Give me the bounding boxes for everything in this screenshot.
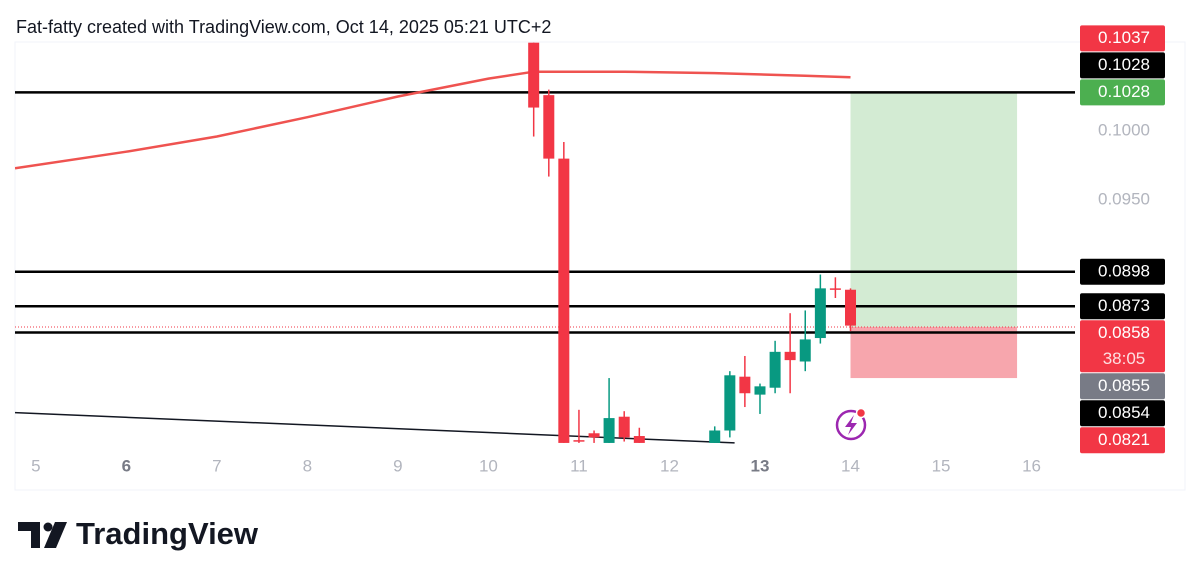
- axes: 5 6 7 8 9 10 11 12 13 14 15 16 0.1000 0.0950 0.1037 0.1…: [31, 25, 1165, 475]
- x-tick-label: 16: [1022, 456, 1041, 475]
- candle-body: [633, 436, 645, 443]
- price-label: 0.0821: [1098, 430, 1150, 449]
- price-label-box: [1080, 293, 1165, 320]
- price-label-box: [1080, 373, 1165, 400]
- x-tick-label: 9: [393, 456, 402, 475]
- candle-body: [528, 42, 540, 108]
- price-label: 0.0898: [1098, 261, 1150, 280]
- candle-body: [588, 433, 600, 438]
- price-label-box: [1080, 427, 1165, 454]
- x-tick-label: 10: [479, 456, 498, 475]
- price-label-box: [1080, 320, 1165, 373]
- candle-body: [558, 158, 570, 443]
- candle-body: [724, 375, 736, 431]
- x-tick-label: 15: [932, 456, 951, 475]
- candle-body: [829, 288, 841, 290]
- x-tick-label: 6: [122, 456, 131, 475]
- price-label-box: [1080, 52, 1165, 79]
- candle-body: [845, 289, 857, 326]
- x-tick-label: 11: [570, 456, 588, 475]
- candle-body: [603, 418, 615, 443]
- header-text: Fat-fatty created with TradingView.com, …: [16, 17, 551, 37]
- logo-text: TradingView: [76, 516, 259, 551]
- x-tick-label: 8: [303, 456, 312, 475]
- price-label: 0.0855: [1098, 376, 1150, 395]
- y-tick-label: 0.0950: [1098, 190, 1150, 209]
- plot-area: [15, 42, 1075, 444]
- price-label: 0.1028: [1098, 55, 1150, 74]
- candle-body: [573, 440, 585, 442]
- candle-body: [784, 351, 796, 361]
- countdown-label: 38:05: [1103, 349, 1146, 368]
- candle-body: [814, 288, 826, 339]
- price-label: 0.0858: [1098, 323, 1150, 342]
- alert-icon: [835, 407, 867, 441]
- moving-average: [15, 70, 851, 170]
- footer-logo: TradingView: [18, 516, 259, 551]
- x-tick-label: 13: [751, 456, 770, 475]
- price-label: 0.0854: [1098, 403, 1150, 422]
- candle-body: [769, 351, 781, 388]
- candle-body: [618, 416, 630, 438]
- price-label: 0.1028: [1098, 82, 1150, 101]
- price-label-box: [1080, 25, 1165, 52]
- candle-body: [799, 339, 811, 362]
- loss-zone: [850, 326, 1018, 379]
- candle-body: [754, 386, 766, 395]
- x-tick-label: 5: [31, 456, 40, 475]
- trend-line: [15, 411, 735, 444]
- chart-frame: [14, 41, 1186, 491]
- x-tick-label: 14: [841, 456, 860, 475]
- y-tick-label: 0.1000: [1098, 121, 1150, 140]
- x-tick-label: 12: [660, 456, 679, 475]
- price-label: 0.0873: [1098, 296, 1150, 315]
- price-label: 0.1037: [1098, 28, 1150, 47]
- candle-body: [543, 95, 555, 159]
- price-label-box: [1080, 400, 1165, 427]
- candle-body: [709, 430, 721, 443]
- price-label-box: [1080, 79, 1165, 106]
- profit-zone: [850, 92, 1018, 327]
- candle-body: [739, 376, 751, 394]
- price-label-box: [1080, 258, 1165, 285]
- x-tick-label: 7: [212, 456, 221, 475]
